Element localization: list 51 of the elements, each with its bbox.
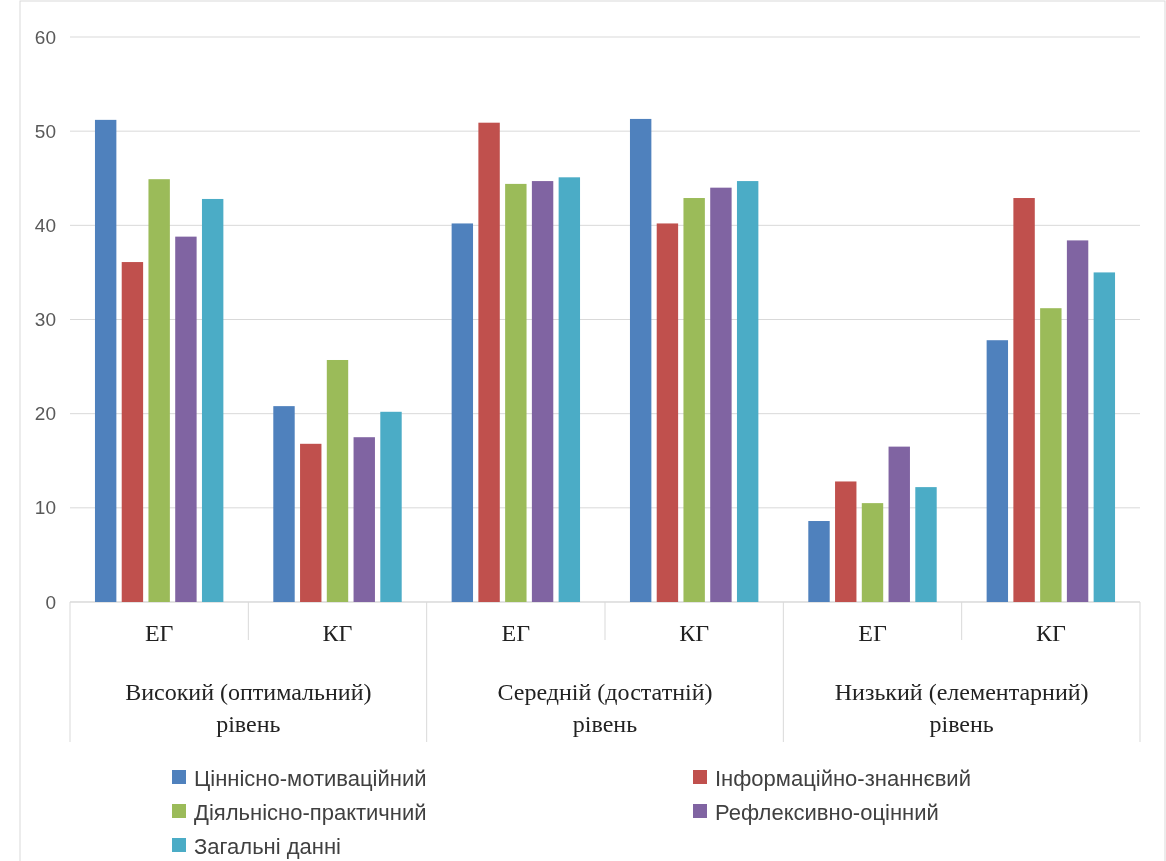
bar xyxy=(1013,198,1035,602)
bar xyxy=(861,503,884,602)
bar xyxy=(1040,308,1062,602)
bar xyxy=(326,359,349,602)
bar xyxy=(380,411,402,602)
bar xyxy=(1093,272,1116,602)
legend-label: Ціннісно-мотиваційний xyxy=(194,765,427,791)
y-tick-label: 20 xyxy=(34,403,56,425)
bar xyxy=(736,181,759,602)
bar xyxy=(94,119,117,602)
bar xyxy=(505,183,527,602)
legend-label: Загальні данні xyxy=(194,833,342,859)
x-tick-label: ЕГ xyxy=(144,620,174,647)
bar xyxy=(915,487,937,602)
x-tick-label: КГ xyxy=(322,620,353,647)
bar xyxy=(835,481,857,602)
x-tick-label: КГ xyxy=(679,620,710,647)
bar xyxy=(201,198,224,602)
bar xyxy=(478,122,500,602)
bar xyxy=(273,406,295,602)
x-tick-label: ЕГ xyxy=(501,620,531,647)
bar xyxy=(451,223,474,602)
bar xyxy=(353,437,375,602)
bar xyxy=(531,181,554,602)
y-tick-label: 30 xyxy=(34,309,56,331)
bar xyxy=(300,443,322,602)
legend-label: Рефлексивно-оцінний xyxy=(715,799,939,825)
bar xyxy=(121,262,144,602)
legend-label: Діяльнісно-практичний xyxy=(194,799,427,825)
x-tick-label: КГ xyxy=(1035,620,1066,647)
bar xyxy=(148,179,170,602)
bar xyxy=(986,340,1009,602)
bar xyxy=(683,198,705,602)
bar xyxy=(656,223,679,602)
text: Низький (елементарний) рівень xyxy=(834,679,1089,737)
bar xyxy=(1066,240,1089,602)
text: Високий (оптимальний) рівень xyxy=(125,679,372,737)
bar xyxy=(629,118,652,602)
text: Середній (достатній) рівень xyxy=(497,679,713,737)
y-tick-label: 40 xyxy=(34,214,56,236)
legend-label: Інформаційно-знаннєвий xyxy=(715,765,971,791)
y-tick-label: 60 xyxy=(34,26,56,48)
bar xyxy=(710,187,732,602)
y-tick-label: 50 xyxy=(34,120,56,142)
bar xyxy=(888,446,910,602)
bar xyxy=(558,177,581,602)
bar xyxy=(808,521,830,602)
y-tick-label: 0 xyxy=(45,591,56,613)
bar xyxy=(175,236,197,602)
y-tick-label: 10 xyxy=(34,497,56,519)
x-tick-label: ЕГ xyxy=(858,620,887,647)
